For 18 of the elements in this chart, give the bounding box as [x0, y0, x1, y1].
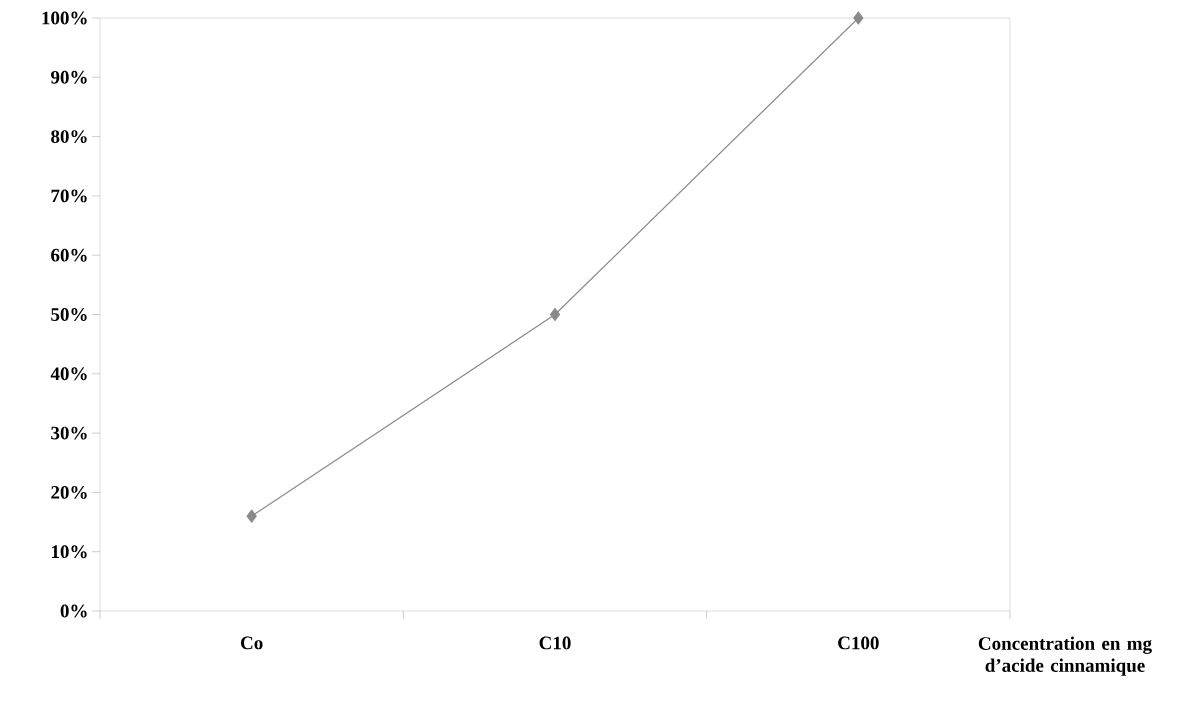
y-tick-label: 100%	[42, 11, 87, 25]
point	[246, 509, 257, 523]
x-tick-label: C10	[539, 636, 571, 650]
x-tick-label: C100	[838, 636, 879, 650]
y-tick-label: 30%	[51, 426, 87, 440]
y-tick-label: 90%	[50, 70, 87, 84]
y-tick-label: 0%	[60, 604, 87, 618]
y-tick-label: 50%	[51, 308, 87, 321]
y-tick-label: 80%	[51, 130, 87, 144]
y-tick-label: 60%	[51, 248, 87, 262]
y-tick-label: 70%	[51, 189, 87, 203]
point	[549, 307, 561, 322]
point	[853, 11, 864, 25]
x-axis-title: Concentration en mg d’acide cinnamique	[978, 636, 1152, 676]
y-tick-label: 10%	[51, 545, 87, 559]
x-tick-label: Co	[240, 636, 263, 650]
y-tick-label: 20%	[51, 485, 87, 499]
y-tick-label: 40%	[50, 367, 87, 381]
